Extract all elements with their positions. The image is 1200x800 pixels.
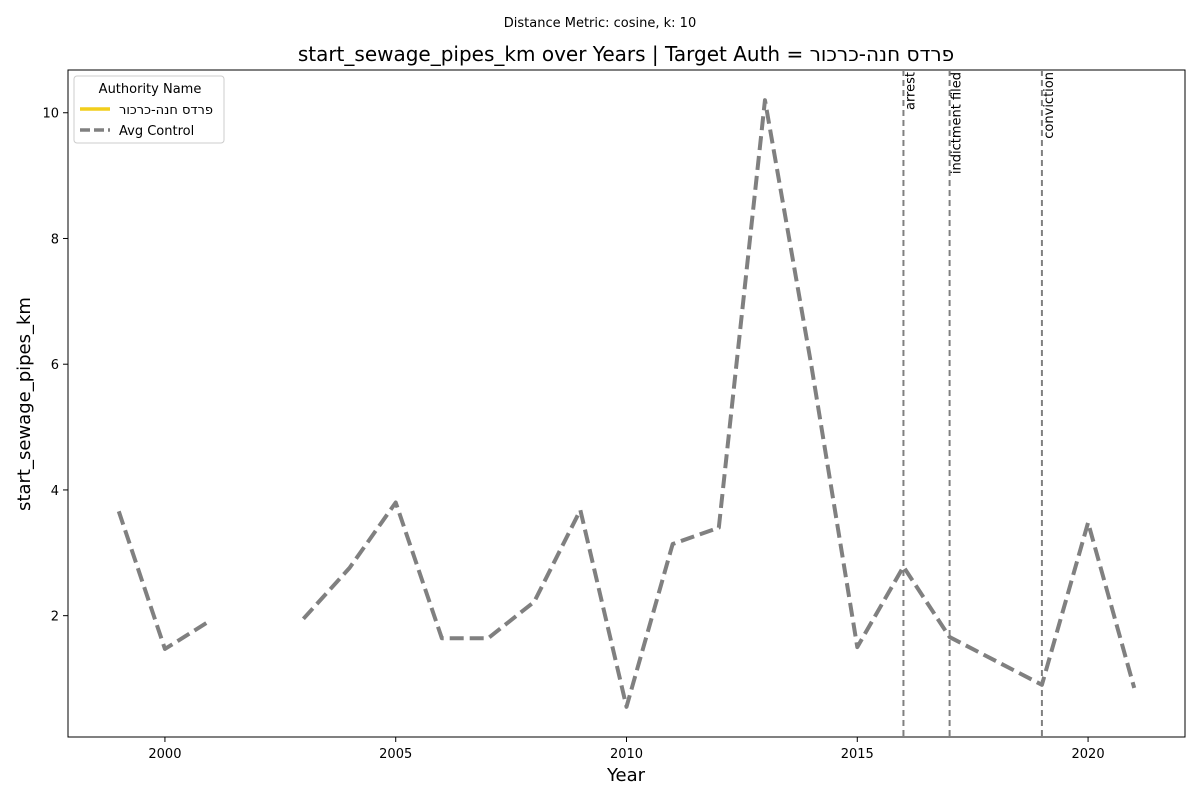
x-axis-ticks: 2000 2005 2010 2015 2020 [148,737,1105,762]
event-label: indictment filed [950,72,965,174]
plot-frame [67,69,1186,738]
plot-area [67,69,1186,738]
y-axis-ticks: 2 4 6 8 10 [42,107,68,625]
x-tick-label: 2020 [1072,747,1105,762]
event-label: arrest [903,72,918,110]
chart-title: start_sewage_pipes_km over Years | Targe… [298,42,954,66]
x-tick-label: 2010 [610,747,643,762]
legend: Authority Name פרדס חנה-כרכור Avg Contro… [73,75,225,144]
event-label: conviction [1042,72,1057,139]
legend-box [73,75,225,144]
y-tick-label: 2 [51,610,59,625]
legend-label-avg-control: Avg Control [119,124,194,139]
x-tick-label: 2015 [841,747,874,762]
y-axis-label: start_sewage_pipes_km [14,297,35,511]
y-tick-label: 8 [51,232,59,247]
y-tick-label: 10 [42,107,59,122]
series-line-1 [116,98,1137,709]
y-tick-label: 4 [51,484,59,499]
x-tick-label: 2005 [379,747,412,762]
x-tick-label: 2000 [148,747,181,762]
event-lines: arrest indictment filed conviction [902,70,1057,737]
x-axis-label: Year [606,765,646,786]
series-lines [116,98,1137,709]
legend-label-target: פרדס חנה-כרכור [119,103,213,118]
legend-title: Authority Name [99,82,202,97]
chart-suptitle: Distance Metric: cosine, k: 10 [504,16,696,31]
y-tick-label: 6 [51,358,59,373]
